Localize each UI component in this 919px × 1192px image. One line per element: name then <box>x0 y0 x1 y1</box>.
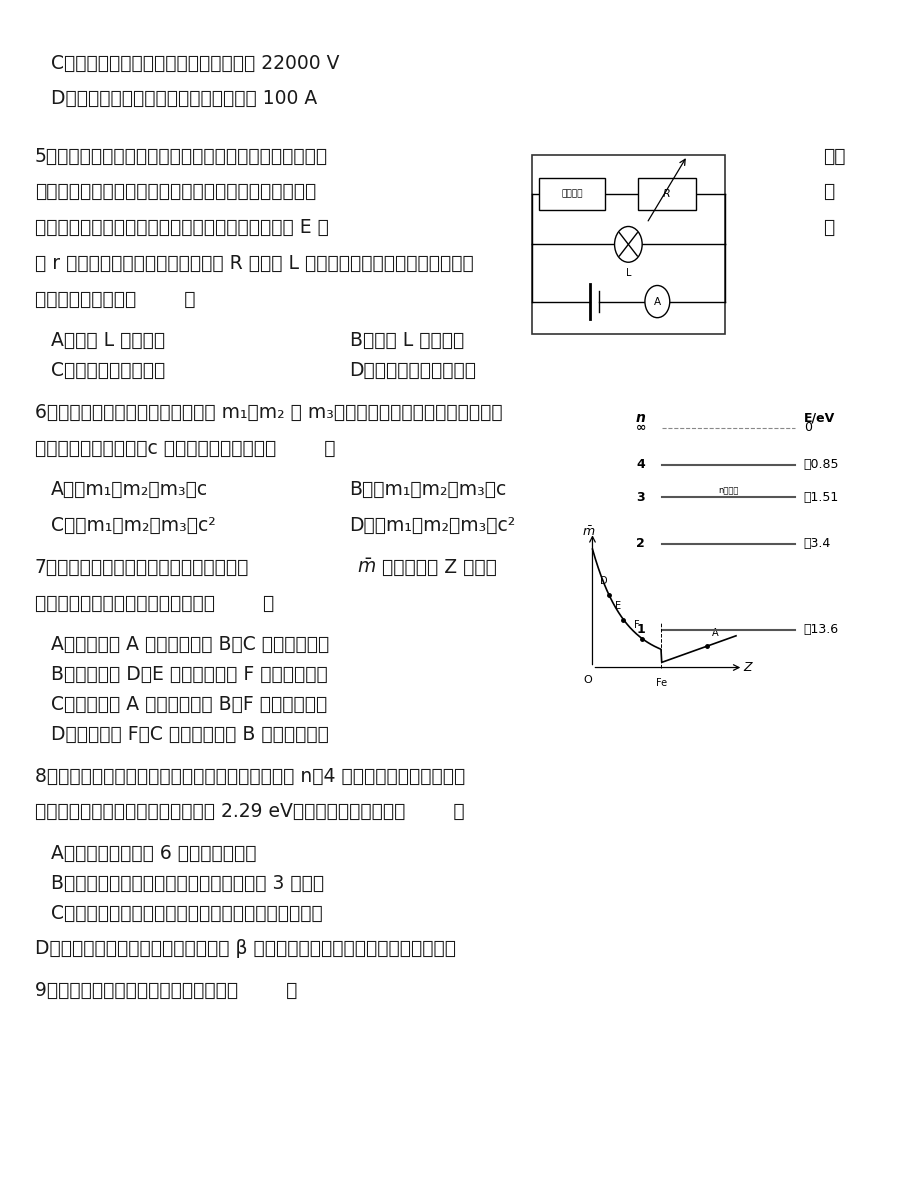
Text: R: R <box>663 190 670 199</box>
Text: 6、质子、中子和氘核的质量分别为 m₁、m₂ 和 m₃，当一个质子和一个中子结合成氘: 6、质子、中子和氘核的质量分别为 m₁、m₂ 和 m₃，当一个质子和一个中子结合… <box>35 403 502 422</box>
Bar <box>531 155 724 334</box>
Text: D．乙图中的电表是电流表，输电电流是 100 A: D．乙图中的电表是电流表，输电电流是 100 A <box>51 89 316 108</box>
Text: 与原子序数 Z 的关系: 与原子序数 Z 的关系 <box>381 558 496 577</box>
Text: －1.51: －1.51 <box>803 491 838 504</box>
Text: B．电灯 L 亮度变亮: B．电灯 L 亮度变亮 <box>349 331 463 350</box>
Text: －0.85: －0.85 <box>803 458 838 471</box>
Text: B．（m₁－m₂－m₃）c: B．（m₁－m₂－m₃）c <box>349 480 506 499</box>
Text: $\bar{m}$: $\bar{m}$ <box>581 526 595 539</box>
Text: D．（m₁－m₂－m₃）c²: D．（m₁－m₂－m₃）c² <box>349 516 516 535</box>
Text: O: O <box>584 675 592 685</box>
Text: B．能够让钠光电管发生光电效应现象的有 3 种光子: B．能够让钠光电管发生光电效应现象的有 3 种光子 <box>51 874 323 893</box>
Text: 大，: 大， <box>823 147 845 166</box>
Text: C．将原子核 A 分解为原子核 B、F 一定释放能量: C．将原子核 A 分解为原子核 B、F 一定释放能量 <box>51 695 326 714</box>
Text: 8、如图所示，为氢原子能级图，现有大量氢原子从 n＝4 的能级发生跃迁，并发射: 8、如图所示，为氢原子能级图，现有大量氢原子从 n＝4 的能级发生跃迁，并发射 <box>35 766 465 786</box>
Text: E/eV: E/eV <box>803 411 834 424</box>
Text: D: D <box>599 576 607 586</box>
Text: A: A <box>710 628 718 639</box>
Text: Z: Z <box>743 662 751 673</box>
Text: 3: 3 <box>636 491 644 504</box>
Text: 0: 0 <box>803 421 811 434</box>
Text: F: F <box>633 620 639 629</box>
Text: 1: 1 <box>636 623 644 637</box>
Text: D．电源的内耗功率增大: D．电源的内耗功率增大 <box>349 361 476 380</box>
Text: 4: 4 <box>636 458 644 471</box>
Text: A．将原子核 A 分解为原子核 B、C 可能吸收能量: A．将原子核 A 分解为原子核 B、C 可能吸收能量 <box>51 635 328 654</box>
Text: 2: 2 <box>636 538 644 551</box>
Text: 光子照射一个钠光电管，其逸出功为 2.29 eV，以下说法正确的是（        ）: 光子照射一个钠光电管，其逸出功为 2.29 eV，以下说法正确的是（ ） <box>35 802 464 821</box>
Text: C．乙图中的电表是电压表，输电电压为 22000 V: C．乙图中的电表是电压表，输电电压为 22000 V <box>51 54 339 73</box>
Text: A．电灯 L 亮度不变: A．电灯 L 亮度不变 <box>51 331 165 350</box>
Text: 进入强磁场区，则（        ）: 进入强磁场区，则（ ） <box>35 290 195 309</box>
Text: n正确云: n正确云 <box>718 486 738 495</box>
Text: 5、已知磁敏电阻在没有磁场时电阻很小，有磁场时电阻变: 5、已知磁敏电阻在没有磁场时电阻很小，有磁场时电阻变 <box>35 147 328 166</box>
Text: －13.6: －13.6 <box>803 623 838 637</box>
Text: 核时，释放的能量是（c 表示真空中的光速）（        ）: 核时，释放的能量是（c 表示真空中的光速）（ ） <box>35 439 335 458</box>
Bar <box>539 178 605 211</box>
Text: L: L <box>625 268 630 278</box>
Text: 阻: 阻 <box>823 182 834 201</box>
Text: －3.4: －3.4 <box>803 538 830 551</box>
Text: 内: 内 <box>823 218 834 237</box>
Text: A．（m₁＋m₂－m₃）c: A．（m₁＋m₂－m₃）c <box>51 480 208 499</box>
Text: 曲线，由图可知下列说法正确的是（        ）: 曲线，由图可知下列说法正确的是（ ） <box>35 594 274 613</box>
Text: 作为传感器设计了如右图所示的电路，电源的电动势 E 和: 作为传感器设计了如右图所示的电路，电源的电动势 E 和 <box>35 218 328 237</box>
Text: A．氢原子只能发出 6 种不同频率的光: A．氢原子只能发出 6 种不同频率的光 <box>51 844 255 863</box>
Text: C．为了增大钠光电管的光电流，可增大入射光的频率: C．为了增大钠光电管的光电流，可增大入射光的频率 <box>51 904 322 923</box>
Text: D．光电管发出的光电子与原子核发生 β 衰变时放出的电子都是来源于原子核内部: D．光电管发出的光电子与原子核发生 β 衰变时放出的电子都是来源于原子核内部 <box>35 939 456 958</box>
Text: n: n <box>635 411 645 426</box>
Text: C．电流表的示数增大: C．电流表的示数增大 <box>51 361 165 380</box>
Text: 阻 r 不变，在没有磁场时调节变阻器 R 使电灯 L 正常发光。若探测装置从无磁场区: 阻 r 不变，在没有磁场时调节变阻器 R 使电灯 L 正常发光。若探测装置从无磁… <box>35 254 473 273</box>
Text: 7、如图所示是描述原子核核子的平均质量: 7、如图所示是描述原子核核子的平均质量 <box>35 558 249 577</box>
Text: Fe: Fe <box>655 678 666 688</box>
Text: B．将原子核 D、E 结合成原子核 F 可能吸收能量: B．将原子核 D、E 结合成原子核 F 可能吸收能量 <box>51 665 327 684</box>
Text: $\bar{m}$: $\bar{m}$ <box>357 558 376 577</box>
Text: 磁敏电阻: 磁敏电阻 <box>561 190 583 199</box>
Text: A: A <box>653 297 660 306</box>
Text: E: E <box>614 601 620 610</box>
Bar <box>638 178 696 211</box>
Circle shape <box>644 286 669 318</box>
Circle shape <box>614 226 641 262</box>
Text: D．将原子核 F、C 结合成原子核 B 一定释放能量: D．将原子核 F、C 结合成原子核 B 一定释放能量 <box>51 725 328 744</box>
Text: ∞: ∞ <box>635 421 645 434</box>
Text: 并且磁场越强电阻值越大。为探测有无磁场，利用磁敏电: 并且磁场越强电阻值越大。为探测有无磁场，利用磁敏电 <box>35 182 316 201</box>
Text: 9、根据玻尔理论，下列说法正确的是（        ）: 9、根据玻尔理论，下列说法正确的是（ ） <box>35 981 297 1000</box>
Text: C．（m₁＋m₂－m₃）c²: C．（m₁＋m₂－m₃）c² <box>51 516 215 535</box>
